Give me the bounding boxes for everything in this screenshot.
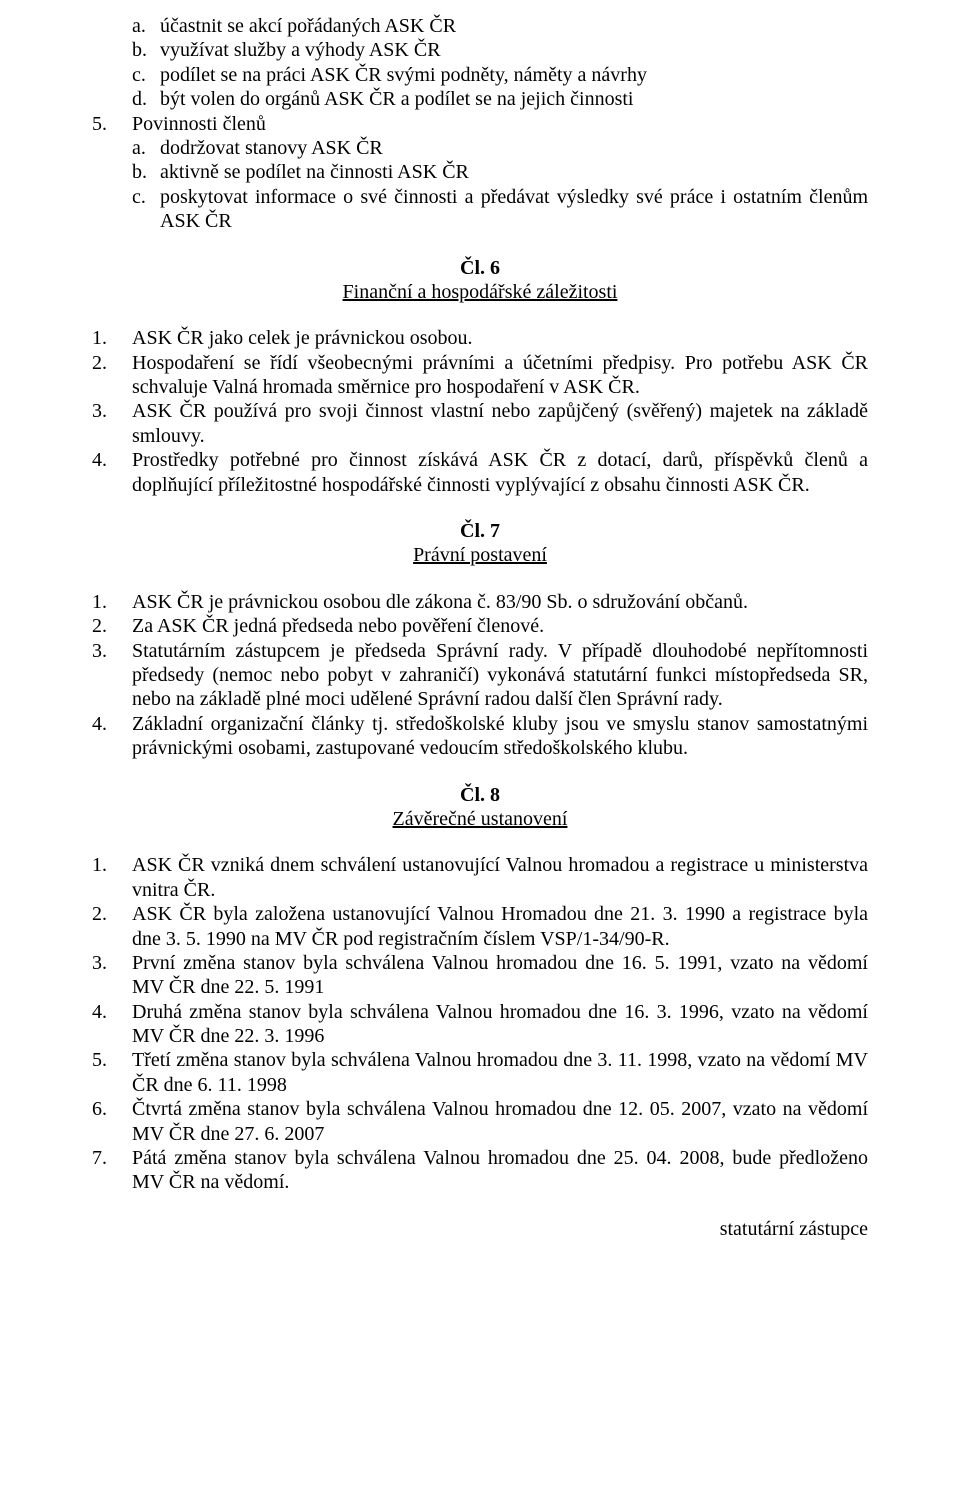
footer-signature: statutární zástupce: [92, 1217, 868, 1241]
marker: a.: [92, 136, 160, 160]
text: Za ASK ČR jedná předseda nebo pověření č…: [132, 614, 868, 638]
text: aktivně se podílet na činnosti ASK ČR: [160, 160, 868, 184]
list-item: 4. Prostředky potřebné pro činnost získá…: [92, 448, 868, 497]
item4-sublist: a. účastnit se akcí pořádaných ASK ČR b.…: [92, 14, 868, 112]
text: Hospodaření se řídí všeobecnými právními…: [132, 351, 868, 400]
sublist-item: d. být volen do orgánů ASK ČR a podílet …: [92, 87, 868, 111]
text: ASK ČR je právnickou osobou dle zákona č…: [132, 590, 868, 614]
marker: 5.: [92, 112, 132, 136]
list-item-5: 5. Povinnosti členů: [92, 112, 868, 136]
article-6-list: 1. ASK ČR jako celek je právnickou osobo…: [92, 326, 868, 497]
text: ASK ČR jako celek je právnickou osobou.: [132, 326, 868, 350]
marker: a.: [92, 14, 160, 38]
marker: 7.: [92, 1146, 132, 1195]
item5-sublist: a. dodržovat stanovy ASK ČR b. aktivně s…: [92, 136, 868, 234]
text: Základní organizační články tj. středošk…: [132, 712, 868, 761]
sublist-item: c. podílet se na práci ASK ČR svými podn…: [92, 63, 868, 87]
marker: 1.: [92, 590, 132, 614]
article-7-title: Čl. 7: [92, 519, 868, 543]
marker: 3.: [92, 639, 132, 712]
marker: 4.: [92, 448, 132, 497]
sublist-item: a. účastnit se akcí pořádaných ASK ČR: [92, 14, 868, 38]
article-8-list: 1. ASK ČR vzniká dnem schválení ustanovu…: [92, 853, 868, 1194]
text: Pátá změna stanov byla schválena Valnou …: [132, 1146, 868, 1195]
list-item: 2. Hospodaření se řídí všeobecnými právn…: [92, 351, 868, 400]
sublist-item: a. dodržovat stanovy ASK ČR: [92, 136, 868, 160]
text: využívat služby a výhody ASK ČR: [160, 38, 868, 62]
sublist-item: b. využívat služby a výhody ASK ČR: [92, 38, 868, 62]
text: Povinnosti členů: [132, 112, 868, 136]
marker: b.: [92, 38, 160, 62]
text: ASK ČR vzniká dnem schválení ustanovujíc…: [132, 853, 868, 902]
list-item: 4. Druhá změna stanov byla schválena Val…: [92, 1000, 868, 1049]
list-item: 5. Třetí změna stanov byla schválena Val…: [92, 1048, 868, 1097]
list-item: 2. Za ASK ČR jedná předseda nebo pověřen…: [92, 614, 868, 638]
list-item: 2. ASK ČR byla založena ustanovující Val…: [92, 902, 868, 951]
article-7-list: 1. ASK ČR je právnickou osobou dle zákon…: [92, 590, 868, 761]
article-8-title: Čl. 8: [92, 783, 868, 807]
article-8-subtitle: Závěrečné ustanovení: [92, 807, 868, 831]
marker: 2.: [92, 351, 132, 400]
text: Druhá změna stanov byla schválena Valnou…: [132, 1000, 868, 1049]
marker: 5.: [92, 1048, 132, 1097]
marker: 2.: [92, 902, 132, 951]
marker: 1.: [92, 853, 132, 902]
text: poskytovat informace o své činnosti a př…: [160, 185, 868, 234]
text: Prostředky potřebné pro činnost získává …: [132, 448, 868, 497]
list-item: 7. Pátá změna stanov byla schválena Valn…: [92, 1146, 868, 1195]
text: ASK ČR byla založena ustanovující Valnou…: [132, 902, 868, 951]
article-7-subtitle: Právní postavení: [92, 543, 868, 567]
marker: 3.: [92, 399, 132, 448]
marker: 2.: [92, 614, 132, 638]
text: Statutárním zástupcem je předseda Správn…: [132, 639, 868, 712]
list-item: 1. ASK ČR je právnickou osobou dle zákon…: [92, 590, 868, 614]
list-item: 1. ASK ČR vzniká dnem schválení ustanovu…: [92, 853, 868, 902]
list-item: 3. První změna stanov byla schválena Val…: [92, 951, 868, 1000]
list-item: 4. Základní organizační články tj. střed…: [92, 712, 868, 761]
list-item: 3. ASK ČR používá pro svoji činnost vlas…: [92, 399, 868, 448]
text: ASK ČR používá pro svoji činnost vlastní…: [132, 399, 868, 448]
text: dodržovat stanovy ASK ČR: [160, 136, 868, 160]
list-item: 1. ASK ČR jako celek je právnickou osobo…: [92, 326, 868, 350]
text: podílet se na práci ASK ČR svými podněty…: [160, 63, 868, 87]
sublist-item: b. aktivně se podílet na činnosti ASK ČR: [92, 160, 868, 184]
marker: c.: [92, 63, 160, 87]
article-6-subtitle: Finanční a hospodářské záležitosti: [92, 280, 868, 304]
list-item: 3. Statutárním zástupcem je předseda Spr…: [92, 639, 868, 712]
marker: 3.: [92, 951, 132, 1000]
article-6-title: Čl. 6: [92, 256, 868, 280]
marker: d.: [92, 87, 160, 111]
text: Čtvrtá změna stanov byla schválena Valno…: [132, 1097, 868, 1146]
marker: 6.: [92, 1097, 132, 1146]
marker: 4.: [92, 1000, 132, 1049]
marker: 1.: [92, 326, 132, 350]
marker: c.: [92, 185, 160, 234]
marker: b.: [92, 160, 160, 184]
marker: 4.: [92, 712, 132, 761]
text: být volen do orgánů ASK ČR a podílet se …: [160, 87, 868, 111]
sublist-item: c. poskytovat informace o své činnosti a…: [92, 185, 868, 234]
text: účastnit se akcí pořádaných ASK ČR: [160, 14, 868, 38]
text: První změna stanov byla schválena Valnou…: [132, 951, 868, 1000]
list-item: 6. Čtvrtá změna stanov byla schválena Va…: [92, 1097, 868, 1146]
text: Třetí změna stanov byla schválena Valnou…: [132, 1048, 868, 1097]
